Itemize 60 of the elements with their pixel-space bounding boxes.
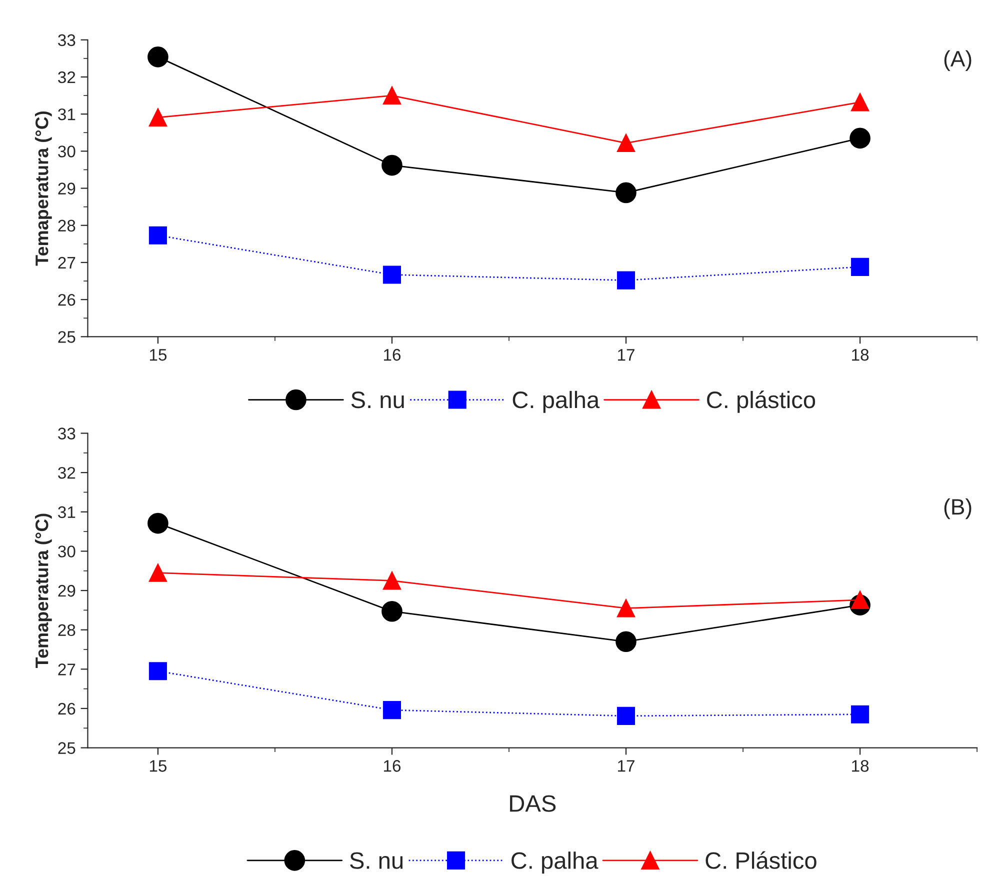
- y-tick-label: 29: [58, 584, 76, 597]
- legend-label: C. palha: [512, 852, 598, 874]
- point: [382, 600, 402, 622]
- x-tick-label: 18: [852, 760, 869, 772]
- y-tick-label: 27: [58, 664, 76, 676]
- y-tick-label: 33: [58, 34, 76, 46]
- legend-label: C. palha: [512, 390, 600, 413]
- x-tick-label: 16: [384, 760, 401, 772]
- point: [148, 46, 168, 68]
- point: [382, 701, 402, 720]
- point: [616, 599, 636, 618]
- y-tick-label: 31: [58, 108, 76, 120]
- point: [616, 134, 636, 152]
- y-axis-title: Temaperatura (°C): [35, 111, 52, 266]
- point: [851, 705, 870, 724]
- y-tick-label: 28: [58, 220, 76, 232]
- legend-label: C. Plástico: [706, 851, 816, 869]
- legend-label: S. nu: [350, 852, 403, 869]
- x-tick-label: 15: [150, 760, 167, 772]
- point: [382, 86, 402, 105]
- point: [382, 572, 402, 590]
- point: [616, 271, 636, 290]
- y-tick-label: 30: [58, 146, 76, 158]
- point: [148, 226, 167, 244]
- point: [382, 266, 402, 284]
- legend-label: S. nu: [351, 392, 404, 408]
- point: [851, 93, 870, 112]
- annotation: (A): [944, 50, 972, 71]
- y-tick-label: 32: [58, 71, 76, 84]
- x-tick-label: 17: [618, 349, 634, 361]
- point: [148, 564, 167, 582]
- y-tick-label: 25: [58, 742, 76, 754]
- y-tick-label: 30: [58, 546, 76, 558]
- point: [382, 154, 402, 176]
- point: [148, 662, 167, 680]
- point: [616, 182, 636, 204]
- y-tick-label: 26: [58, 702, 76, 715]
- y-tick-label: 28: [58, 624, 76, 636]
- y-axis-title: Temaperatura (°C): [35, 514, 52, 668]
- point: [616, 631, 636, 652]
- annotation: (B): [944, 498, 972, 520]
- x-tick-label: 17: [618, 760, 634, 772]
- point: [616, 706, 636, 725]
- point: [850, 128, 870, 149]
- point: [148, 512, 168, 534]
- y-tick-label: 26: [58, 294, 76, 306]
- y-tick-label: 29: [58, 182, 76, 194]
- x-tick-label: 18: [852, 348, 869, 361]
- y-tick-label: 25: [58, 331, 76, 343]
- point: [148, 108, 167, 126]
- point: [851, 590, 870, 609]
- legend-label: C. plástico: [707, 390, 816, 413]
- y-tick-label: 32: [58, 466, 76, 479]
- x-tick-label: 16: [384, 348, 401, 361]
- x-axis-title: DAS: [510, 795, 556, 812]
- y-tick-label: 27: [58, 256, 76, 269]
- x-tick-label: 15: [150, 349, 167, 361]
- point: [851, 258, 870, 276]
- y-tick-label: 31: [58, 506, 76, 518]
- y-tick-label: 33: [58, 428, 76, 440]
